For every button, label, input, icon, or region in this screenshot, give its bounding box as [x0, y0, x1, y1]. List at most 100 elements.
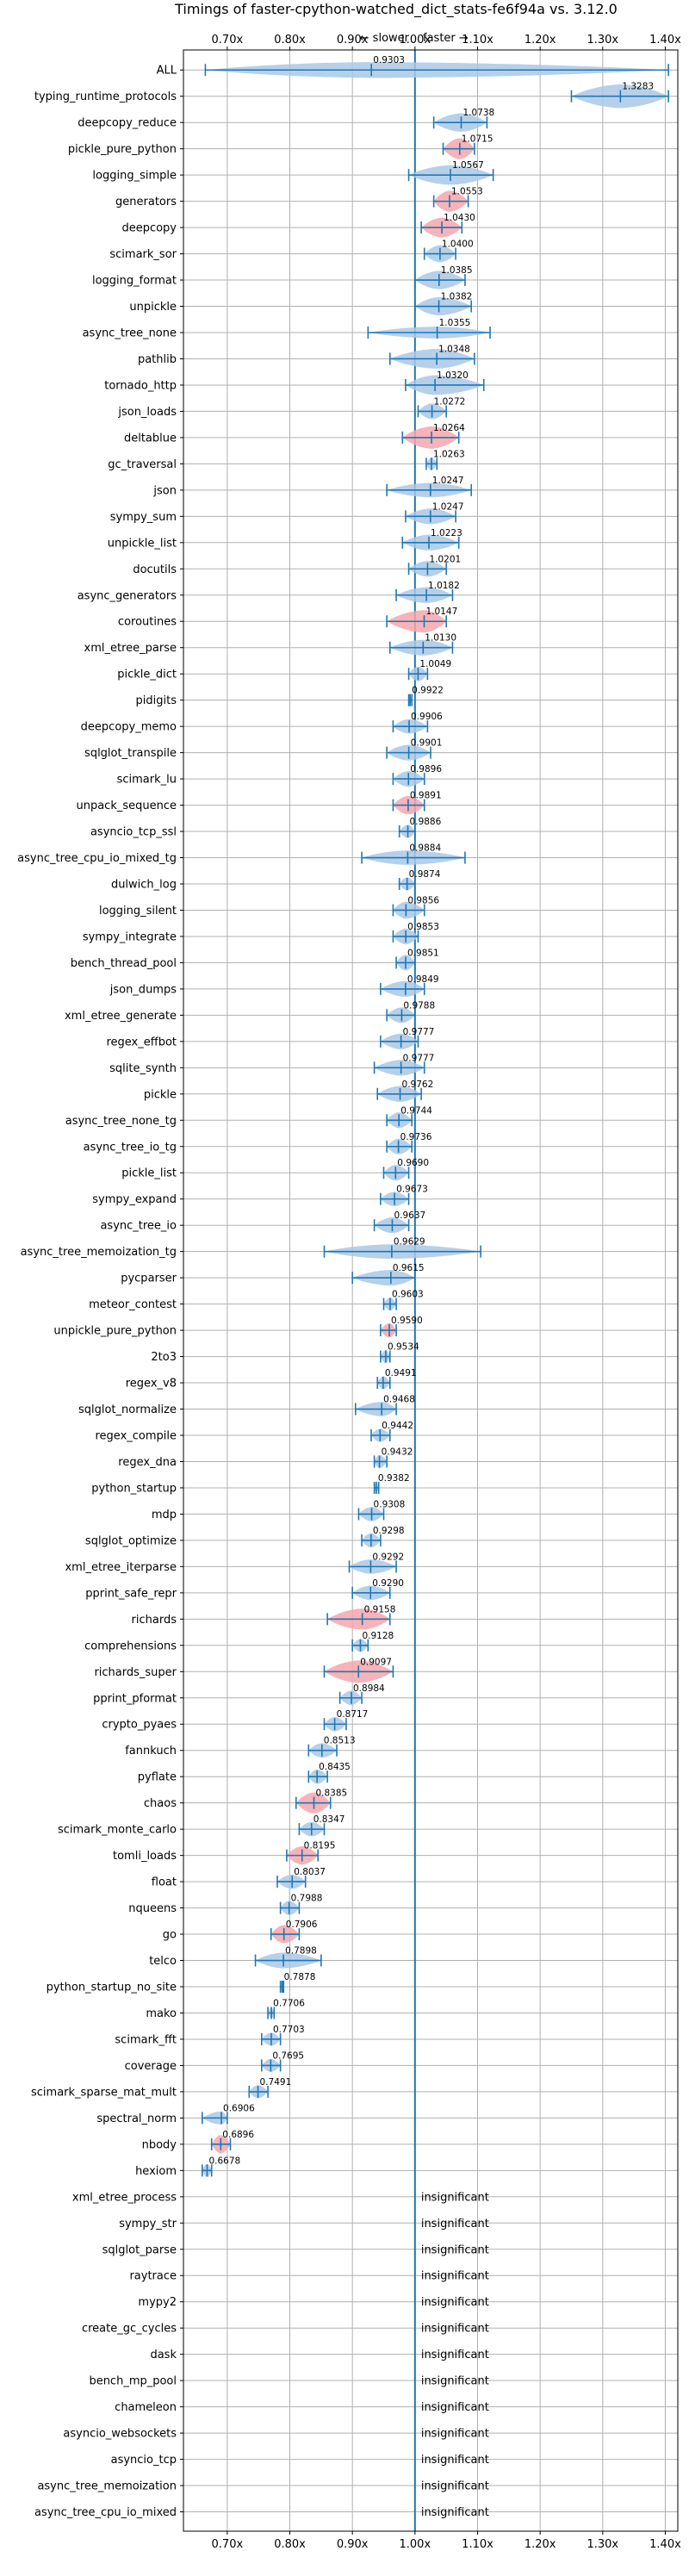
y-tick-label: scimark_sor [109, 248, 177, 261]
y-tick-label: async_tree_io [100, 1220, 177, 1233]
y-tick-label: pidigits [136, 694, 177, 707]
median-value-label: 0.9673 [396, 1185, 428, 1195]
y-tick-label: comprehensions [84, 1640, 177, 1652]
y-tick-label: unpickle [129, 301, 177, 314]
median-value-label: 1.0348 [438, 344, 470, 354]
median-value-label: 0.9884 [409, 843, 441, 854]
insignificant-label: insignificant [421, 2480, 489, 2493]
median-value-label: 0.9590 [391, 1316, 423, 1326]
insignificant-label: insignificant [421, 2349, 489, 2361]
y-tick-label: logging_simple [92, 170, 177, 183]
median-value-label: 0.9851 [407, 948, 439, 958]
insignificant-label: insignificant [421, 2454, 489, 2467]
y-tick-label: dask [150, 2349, 177, 2361]
median-value-label: 0.9292 [372, 1552, 404, 1562]
median-value-label: 0.9308 [374, 1499, 406, 1509]
y-tick-label: regex_effbot [106, 1036, 177, 1048]
median-value-label: 1.0382 [441, 292, 473, 302]
y-tick-label: pickle [144, 1088, 177, 1101]
median-value-label: 1.0049 [419, 659, 451, 669]
y-tick-label: async_tree_none [83, 327, 177, 340]
y-tick-label: nbody [142, 2138, 177, 2151]
median-value-label: 0.9762 [402, 1080, 434, 1090]
y-tick-label: scimark_lu [117, 774, 177, 787]
median-value-label: 0.9637 [394, 1210, 425, 1221]
median-value-label: 0.8513 [324, 1736, 356, 1746]
y-tick-label: tornado_http [104, 379, 177, 392]
median-value-label: 0.9901 [411, 738, 443, 749]
x-tick-label-bottom: 0.90x [337, 2538, 369, 2551]
y-tick-label: sympy_expand [92, 1193, 177, 1206]
y-tick-label: float [152, 1876, 177, 1889]
median-value-label: 0.8347 [313, 1814, 345, 1825]
median-value-label: 0.6906 [223, 2103, 255, 2113]
y-tick-label: regex_dna [118, 1456, 177, 1469]
median-value-label: 0.7695 [272, 2050, 304, 2061]
median-value-label: 0.9432 [382, 1447, 413, 1457]
y-tick-label: pathlib [138, 353, 177, 366]
y-tick-label: ALL [157, 65, 177, 78]
y-tick-label: scimark_fft [115, 2033, 177, 2046]
y-tick-label: asyncio_tcp [111, 2454, 177, 2467]
median-value-label: 0.8385 [315, 1789, 347, 1799]
median-value-label: 1.0147 [426, 607, 458, 617]
median-value-label: 1.0567 [452, 160, 484, 171]
median-value-label: 0.9886 [410, 817, 442, 827]
median-value-label: 1.0320 [437, 370, 469, 381]
y-tick-label: async_tree_cpu_io_mixed_tg [17, 852, 177, 865]
median-value-label: 0.9382 [378, 1473, 410, 1484]
y-tick-label: pickle_list [121, 1167, 177, 1180]
median-value-label: 0.7703 [273, 2025, 305, 2035]
x-tick-label-bottom: 1.20x [525, 2538, 556, 2551]
y-tick-label: bench_mp_pool [89, 2375, 177, 2388]
y-tick-label: scimark_monte_carlo [58, 1824, 177, 1837]
y-tick-label: telco [149, 1955, 177, 1968]
y-tick-label: json_dumps [109, 983, 177, 996]
y-tick-label: crypto_pyaes [102, 1719, 177, 1732]
y-tick-label: json_loads [117, 406, 177, 419]
median-value-label: 0.7898 [285, 1946, 317, 1957]
y-tick-label: deepcopy_reduce [78, 117, 177, 130]
y-tick-label: sqlglot_transpile [84, 747, 177, 760]
median-value-label: 1.0247 [432, 501, 464, 512]
median-value-label: 0.9303 [373, 55, 405, 65]
insignificant-label: insignificant [421, 2191, 489, 2204]
y-tick-label: chaos [144, 1797, 177, 1810]
x-tick-label-bottom: 1.10x [462, 2538, 493, 2551]
median-value-label: 1.0272 [434, 396, 466, 407]
insignificant-label: insignificant [421, 2243, 489, 2256]
x-tick-label-top: 0.80x [274, 34, 306, 47]
median-value-label: 0.8984 [353, 1683, 385, 1694]
median-value-label: 1.0738 [462, 108, 494, 118]
median-value-label: 0.9158 [364, 1604, 396, 1615]
y-tick-label: nqueens [128, 1902, 177, 1915]
y-tick-label: mypy2 [138, 2296, 177, 2309]
y-tick-label: xml_etree_iterparse [65, 1561, 177, 1574]
x-tick-label-bottom: 0.80x [274, 2538, 306, 2551]
median-value-label: 0.9788 [403, 1000, 435, 1011]
median-value-label: 1.0264 [433, 423, 465, 433]
y-tick-label: logging_format [92, 275, 177, 288]
median-value-label: 1.0201 [429, 554, 461, 564]
y-tick-label: python_startup [91, 1482, 177, 1495]
x-tick-label-top: 1.00x [400, 34, 431, 47]
chart-title: Timings of faster-cpython-watched_dict_s… [174, 1, 618, 18]
median-value-label: 1.0263 [433, 449, 465, 459]
y-tick-label: go [163, 1929, 177, 1942]
y-tick-label: xml_etree_parse [84, 642, 177, 655]
median-value-label: 0.9290 [372, 1578, 404, 1589]
y-tick-label: pprint_pformat [93, 1692, 177, 1705]
y-tick-label: 2to3 [151, 1351, 177, 1364]
y-tick-label: mako [146, 2007, 177, 2020]
plot-border [183, 49, 679, 2532]
y-tick-label: sympy_str [119, 2218, 177, 2231]
y-tick-label: create_gc_cycles [82, 2323, 177, 2336]
y-tick-label: async_tree_cpu_io_mixed [34, 2506, 177, 2519]
median-value-label: 0.8717 [337, 1709, 369, 1720]
y-tick-label: pickle_dict [117, 669, 177, 681]
y-tick-label: xml_etree_process [72, 2191, 177, 2204]
y-tick-label: sympy_sum [110, 511, 177, 524]
y-tick-label: mdp [152, 1509, 177, 1521]
y-tick-label: asyncio_tcp_ssl [90, 826, 177, 839]
y-tick-label: pycparser [121, 1272, 177, 1285]
